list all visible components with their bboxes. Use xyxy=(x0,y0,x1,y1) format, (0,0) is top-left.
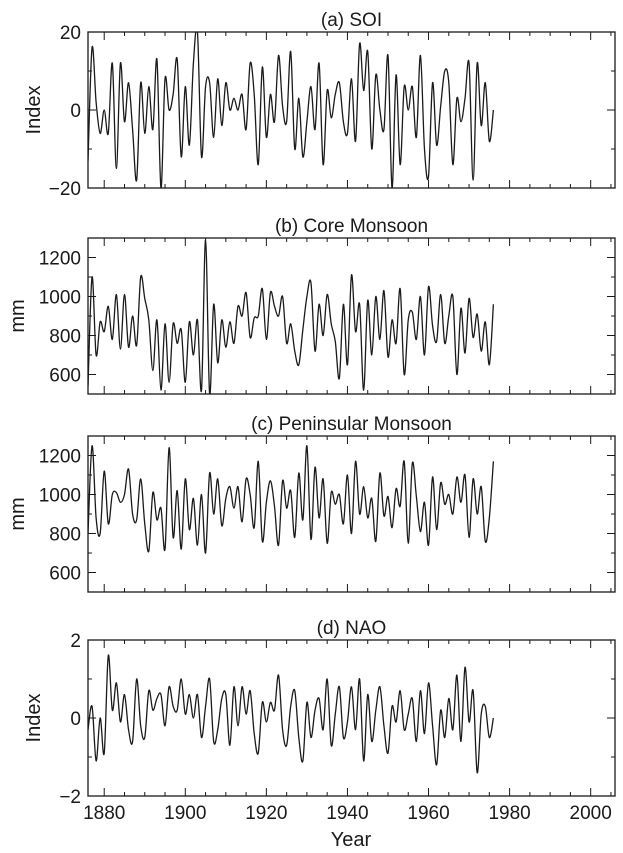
series-line-peninsular-monsoon xyxy=(88,445,495,554)
panel-title: (c) Peninsular Monsoon xyxy=(251,414,452,435)
y-tick-label: 1200 xyxy=(39,249,81,270)
plot-frame xyxy=(87,435,616,593)
x-tick-label: 1900 xyxy=(164,803,206,824)
x-tick-label: 1880 xyxy=(83,803,125,824)
y-tick-label: 800 xyxy=(49,525,81,546)
plot-frame xyxy=(87,237,616,395)
x-tick-label: 1940 xyxy=(326,803,368,824)
y-tick-label: 0 xyxy=(70,101,81,122)
y-tick-label: 1200 xyxy=(39,447,81,468)
y-tick-label: 600 xyxy=(49,564,81,585)
y-tick-label: 2 xyxy=(70,631,81,652)
y-tick-label: 600 xyxy=(49,366,81,387)
series-line-nao xyxy=(88,654,495,774)
panel-title: (d) NAO xyxy=(317,618,387,639)
y-axis-label: mm xyxy=(7,299,29,332)
plot-frame xyxy=(87,31,616,189)
y-tick-label: 1000 xyxy=(39,486,81,507)
panel-title: (a) SOI xyxy=(321,10,382,31)
series-line-soi xyxy=(88,32,495,188)
panel-core-monsoon: 600 800 1000 1200 mm (b) Core Monsoon xyxy=(7,216,616,395)
x-tick-label: 1920 xyxy=(245,803,287,824)
y-tick-label: 20 xyxy=(60,23,81,44)
y-axis-label: Index xyxy=(23,694,45,743)
x-tick-label: 1980 xyxy=(488,803,530,824)
y-tick-label: −2 xyxy=(59,787,81,808)
plot-frame xyxy=(87,639,616,797)
y-axis-label: mm xyxy=(7,497,29,530)
y-tick-label: 800 xyxy=(49,327,81,348)
y-axis-label: Index xyxy=(23,86,45,135)
y-tick-label: 0 xyxy=(70,709,81,730)
x-axis-label: Year xyxy=(331,829,372,851)
panel-nao: −2 0 2 Index (d) NAO xyxy=(23,618,616,808)
x-tick-label: 1960 xyxy=(407,803,449,824)
panel-title: (b) Core Monsoon xyxy=(275,216,428,237)
y-tick-label: 1000 xyxy=(39,288,81,309)
series-line-core-monsoon xyxy=(88,239,495,394)
y-tick-label: −20 xyxy=(49,179,81,200)
x-tick-label: 2000 xyxy=(570,803,612,824)
panel-soi: −20 0 20 Index (a) SOI xyxy=(23,10,616,200)
panel-peninsular-monsoon: 600 800 1000 1200 mm (c) Peninsular Monsoon xyxy=(7,414,616,593)
